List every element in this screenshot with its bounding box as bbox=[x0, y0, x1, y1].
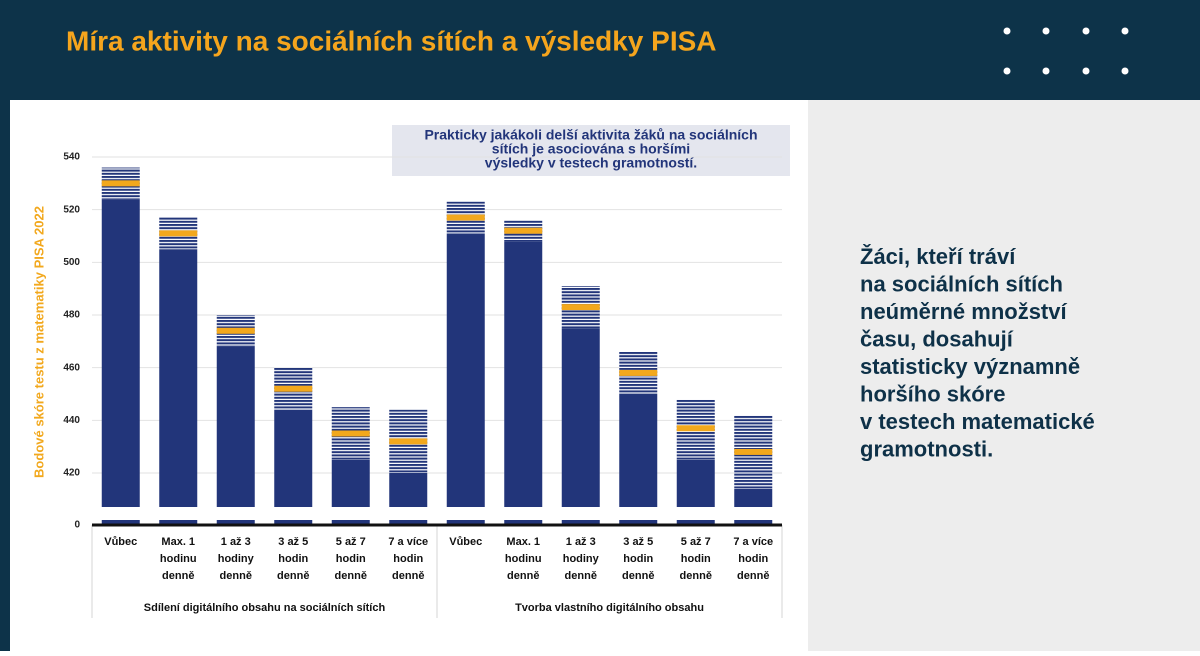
bar-stub bbox=[159, 520, 198, 525]
x-tick-label: hodin bbox=[393, 553, 423, 565]
x-tick-label: hodin bbox=[278, 553, 308, 565]
x-tick-label: hodin bbox=[336, 553, 366, 565]
bar-stub bbox=[101, 520, 140, 525]
y-tick-label: 420 bbox=[63, 468, 80, 479]
bar-stub bbox=[216, 520, 255, 525]
x-tick-label: 3 až 5 bbox=[278, 536, 308, 548]
side-text-line: Žáci, kteří tráví bbox=[860, 244, 1016, 269]
bar bbox=[101, 199, 140, 507]
x-tick-label: 1 až 3 bbox=[566, 536, 596, 548]
x-tick-label: 7 a více bbox=[733, 536, 773, 548]
bar-stub bbox=[504, 520, 543, 525]
mean-marker bbox=[619, 369, 658, 376]
mean-marker bbox=[274, 385, 313, 392]
side-panel bbox=[808, 100, 1200, 651]
x-tick-label: hodin bbox=[681, 553, 711, 565]
x-tick-label: Max. 1 bbox=[161, 536, 195, 548]
x-tick-label: denně bbox=[220, 570, 252, 582]
x-tick-label: 7 a více bbox=[388, 536, 428, 548]
x-tick-label: 1 až 3 bbox=[221, 536, 251, 548]
bar bbox=[619, 394, 658, 507]
x-tick-label: denně bbox=[680, 570, 712, 582]
bar-stub bbox=[389, 520, 428, 525]
side-text-line: na sociálních sítích bbox=[860, 271, 1063, 296]
bar bbox=[446, 233, 485, 507]
bar bbox=[331, 459, 370, 507]
side-text-line: gramotnosti. bbox=[860, 436, 993, 461]
bar bbox=[561, 328, 600, 507]
x-tick-label: denně bbox=[507, 570, 539, 582]
slide-title: Míra aktivity na sociálních sítích a výs… bbox=[66, 25, 717, 56]
mean-marker bbox=[734, 448, 773, 455]
bar-stub bbox=[676, 520, 715, 525]
group-label: Tvorba vlastního digitálního obsahu bbox=[515, 602, 704, 614]
x-tick-label: denně bbox=[277, 570, 309, 582]
group-label: Sdílení digitálního obsahu na sociálních… bbox=[144, 602, 386, 614]
bar bbox=[274, 409, 313, 507]
x-tick-label: denně bbox=[622, 570, 654, 582]
y-tick-label: 440 bbox=[63, 415, 80, 426]
mean-marker bbox=[389, 438, 428, 445]
bar-stub bbox=[619, 520, 658, 525]
bar-stub bbox=[274, 520, 313, 525]
y-tick-label: 500 bbox=[63, 257, 80, 268]
bar bbox=[676, 459, 715, 507]
bar bbox=[216, 346, 255, 507]
x-tick-label: hodiny bbox=[218, 553, 255, 565]
side-text-line: v testech matematické bbox=[860, 409, 1095, 434]
bar bbox=[389, 473, 428, 507]
mean-marker bbox=[561, 304, 600, 311]
bar bbox=[159, 249, 198, 507]
bar-stub bbox=[331, 520, 370, 525]
y-tick-label: 460 bbox=[63, 362, 80, 373]
mean-marker bbox=[446, 214, 485, 221]
mean-marker bbox=[504, 227, 543, 234]
x-tick-label: hodinu bbox=[160, 553, 197, 565]
x-tick-label: 5 až 7 bbox=[336, 536, 366, 548]
x-tick-label: denně bbox=[335, 570, 367, 582]
x-tick-label: Max. 1 bbox=[506, 536, 540, 548]
x-tick-label: 5 až 7 bbox=[681, 536, 711, 548]
chart-panel bbox=[10, 100, 810, 651]
mean-marker bbox=[676, 425, 715, 432]
side-text-line: statisticky významně bbox=[860, 354, 1080, 379]
decor-dots bbox=[1003, 27, 1129, 75]
bar-stub bbox=[446, 520, 485, 525]
x-tick-label: Vůbec bbox=[104, 536, 137, 548]
bar-stub bbox=[561, 520, 600, 525]
y-axis-label: Bodové skóre testu z matematiky PISA 202… bbox=[31, 206, 46, 478]
side-text-line: horšího skóre bbox=[860, 381, 1005, 406]
x-tick-label: hodin bbox=[623, 553, 653, 565]
y-tick-label: 480 bbox=[63, 310, 80, 321]
mean-marker bbox=[159, 230, 198, 237]
annotation-line: sítích je asociována s horšími bbox=[492, 141, 690, 157]
x-tick-label: denně bbox=[162, 570, 194, 582]
side-text-line: neúměrné množství bbox=[860, 299, 1067, 324]
x-tick-label: Vůbec bbox=[449, 536, 482, 548]
x-tick-label: hodin bbox=[738, 553, 768, 565]
bar bbox=[734, 488, 773, 507]
x-tick-label: denně bbox=[392, 570, 424, 582]
x-tick-label: hodinu bbox=[505, 553, 542, 565]
x-tick-label: hodiny bbox=[563, 553, 600, 565]
x-tick-label: denně bbox=[737, 570, 769, 582]
x-tick-label: 3 až 5 bbox=[623, 536, 653, 548]
mean-marker bbox=[331, 430, 370, 437]
side-text-line: času, dosahují bbox=[860, 326, 1014, 351]
chart: Prakticky jakákoli delší aktivita žáků n… bbox=[31, 127, 783, 618]
annotation-box bbox=[392, 125, 790, 176]
mean-marker bbox=[216, 327, 255, 334]
y-tick-label: 0 bbox=[74, 520, 80, 531]
y-tick-label: 520 bbox=[63, 204, 80, 215]
x-tick-label: denně bbox=[565, 570, 597, 582]
bar-stub bbox=[734, 520, 773, 525]
annotation-line: Prakticky jakákoli delší aktivita žáků n… bbox=[424, 127, 757, 143]
bar bbox=[504, 241, 543, 507]
annotation-line: výsledky v testech gramotností. bbox=[485, 155, 697, 171]
y-tick-label: 540 bbox=[63, 152, 80, 163]
mean-marker bbox=[101, 180, 140, 187]
